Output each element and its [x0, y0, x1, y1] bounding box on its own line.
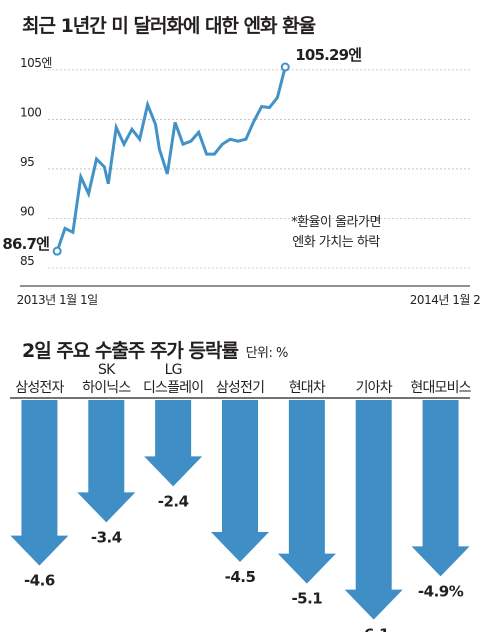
- stock-change-bar-chart: 삼성전자 -4.6 SK 하이닉스 -3.4 LG 디스플레이 -2.4 삼성전기 -4.5 현대차…: [10, 362, 472, 632]
- annotation-note-line2: 엔화 가치는 하락: [292, 235, 380, 250]
- bar-arrow: [344, 400, 403, 620]
- value-label: -2.4: [158, 492, 189, 510]
- category-label: 현대차: [289, 380, 326, 396]
- start-value-label: 86.7엔: [2, 235, 49, 253]
- value-label: -6.1: [358, 626, 389, 632]
- line-chart-title: 최근 1년간 미 달러화에 대한 엔화 환율: [22, 15, 316, 37]
- value-label: -4.6: [24, 572, 55, 590]
- bar-chart-title: 2일 주요 수출주 주가 등락률 단위: %: [22, 336, 288, 363]
- value-label: -3.4: [91, 528, 122, 546]
- category-label: LG: [165, 362, 182, 378]
- value-label: -5.1: [291, 590, 322, 608]
- bar-arrow: [77, 400, 136, 523]
- category-label: 현대모비스: [410, 380, 471, 396]
- category-label: 삼성전자: [15, 380, 64, 396]
- start-point-marker: [52, 246, 62, 256]
- bar-arrow: [277, 400, 336, 584]
- category-label: 디스플레이: [143, 380, 203, 396]
- category-label: SK: [98, 362, 116, 378]
- exchange-rate-line: [55, 66, 287, 252]
- y-tick-label: 105엔: [20, 56, 52, 70]
- end-point-marker: [280, 62, 290, 72]
- bar-chart-unit: 단위: %: [245, 346, 289, 361]
- category-label: 삼성전기: [216, 380, 264, 396]
- end-value-label: 105.29엔: [295, 46, 361, 64]
- y-tick-label: 90: [20, 204, 34, 218]
- x-tick-label: 2014년 1월 2일: [410, 293, 480, 307]
- category-label: 하이닉스: [82, 380, 131, 396]
- value-label: -4.5: [225, 568, 256, 586]
- bar-arrow: [10, 400, 69, 566]
- bar-arrow: [411, 400, 470, 577]
- value-label: -4.9%: [418, 582, 464, 600]
- bar-chart-title-text: 2일 주요 수출주 주가 등락률: [22, 340, 239, 362]
- category-label: 기아차: [356, 380, 393, 396]
- y-tick-label: 95: [20, 155, 34, 169]
- bar-arrow: [211, 400, 269, 562]
- exchange-rate-line-chart: 105엔 100 95 90 85 2013년 1월 1일 2014년 1월 2일 86.7엔…: [2, 46, 480, 307]
- annotation-note-line1: *환율이 올라가면: [291, 215, 381, 230]
- y-tick-label: 85: [20, 254, 34, 268]
- y-tick-label: 100: [20, 105, 41, 119]
- x-tick-label: 2013년 1월 1일: [17, 293, 98, 307]
- bar-arrow: [144, 400, 203, 487]
